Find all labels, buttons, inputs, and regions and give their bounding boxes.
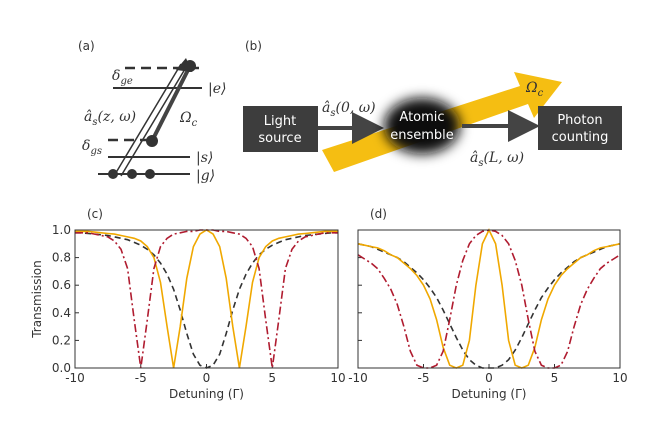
atomic-ensemble [384,98,460,154]
y-tick-label: 0.8 [52,251,71,265]
subscript: c [538,88,544,99]
symbol: δ [112,68,120,84]
control-label: Ωc [179,110,198,129]
symbol: â [470,150,478,166]
box-text: counting [552,130,609,145]
atom [127,169,137,179]
x-tick-label: -10 [65,371,85,385]
panel-label: (a) [78,39,95,53]
subscript: s [92,117,97,128]
input-label: âs(0, ω) [322,100,376,119]
control-arrow [150,65,192,142]
probe-arrow [113,63,182,177]
x-tick-label: 10 [330,371,345,385]
args: (0, ω) [336,100,376,116]
box-text: Light [264,114,296,129]
x-tick-label: 5 [551,371,559,385]
symbol: δ [82,138,90,154]
dot [146,135,158,147]
x-tick-label: 0 [485,371,493,385]
ket-s: |s⟩ [196,150,213,166]
ket-g: |g⟩ [196,168,215,184]
series-line [75,229,338,369]
series-line [75,232,338,369]
panel-label: (b) [245,39,262,53]
ensemble-text: Atomic [399,110,444,125]
detector-box [538,106,622,150]
series-line [75,229,338,369]
subscript: c [192,118,198,129]
y-tick-label: 1.0 [52,223,71,237]
symbol: â [322,100,330,116]
source-box [243,106,318,152]
x-tick-label: 0 [203,371,211,385]
subscript: gs [90,146,102,157]
delta-ge: δge [112,68,133,87]
atom [108,169,118,179]
x-axis-label: Detuning (Γ) [169,387,244,401]
x-axis-label: Detuning (Γ) [452,387,527,401]
subscript: s [478,158,483,169]
ket-e: |e⟩ [208,81,226,97]
series-line [357,228,621,369]
box-text: Photon [557,113,602,128]
panel-label: (c) [87,207,103,221]
delta-gs: δgs [82,138,102,157]
dot [184,60,196,72]
panel-label: (d) [370,207,387,221]
y-tick-label: 0.6 [52,278,71,292]
output-label: âs(L, ω) [470,150,524,169]
ensemble-text: ensemble [390,128,454,143]
box-text: source [258,131,301,146]
x-tick-label: 10 [612,371,627,385]
y-axis-label: Transmission [30,260,44,339]
x-tick-label: -10 [348,371,368,385]
panel-a: (a) δge |e⟩ âs(z, ω) Ωc δgs |s⟩ |g⟩ [78,39,226,184]
plot-frame [357,229,621,369]
atom [145,169,155,179]
y-tick-label: 0.0 [52,361,71,375]
probe-label: âs(z, ω) [84,109,136,128]
symbol: â [84,109,92,125]
y-tick-label: 0.2 [52,333,71,347]
subscript: ge [120,76,132,87]
args: (L, ω) [484,150,525,166]
panel-b: (b) Light source âs(0, ω) Atomic ensembl… [243,39,622,172]
x-tick-label: -5 [135,371,147,385]
symbol: Ω [179,110,192,126]
x-tick-label: -5 [418,371,430,385]
x-tick-label: 5 [268,371,276,385]
args: (z, ω) [98,109,137,125]
probe-arrow [120,63,189,177]
series-line [357,229,621,369]
control-label: Ωc [525,80,544,99]
charts: (c) 0.0 0.2 0.4 0.6 0.8 1.0 -10 -5 0 5 10 Detuning (… [30,207,628,401]
subscript: s [330,108,335,119]
symbol: Ω [525,80,538,96]
y-tick-label: 0.4 [52,306,71,320]
plot-frame [74,229,339,369]
